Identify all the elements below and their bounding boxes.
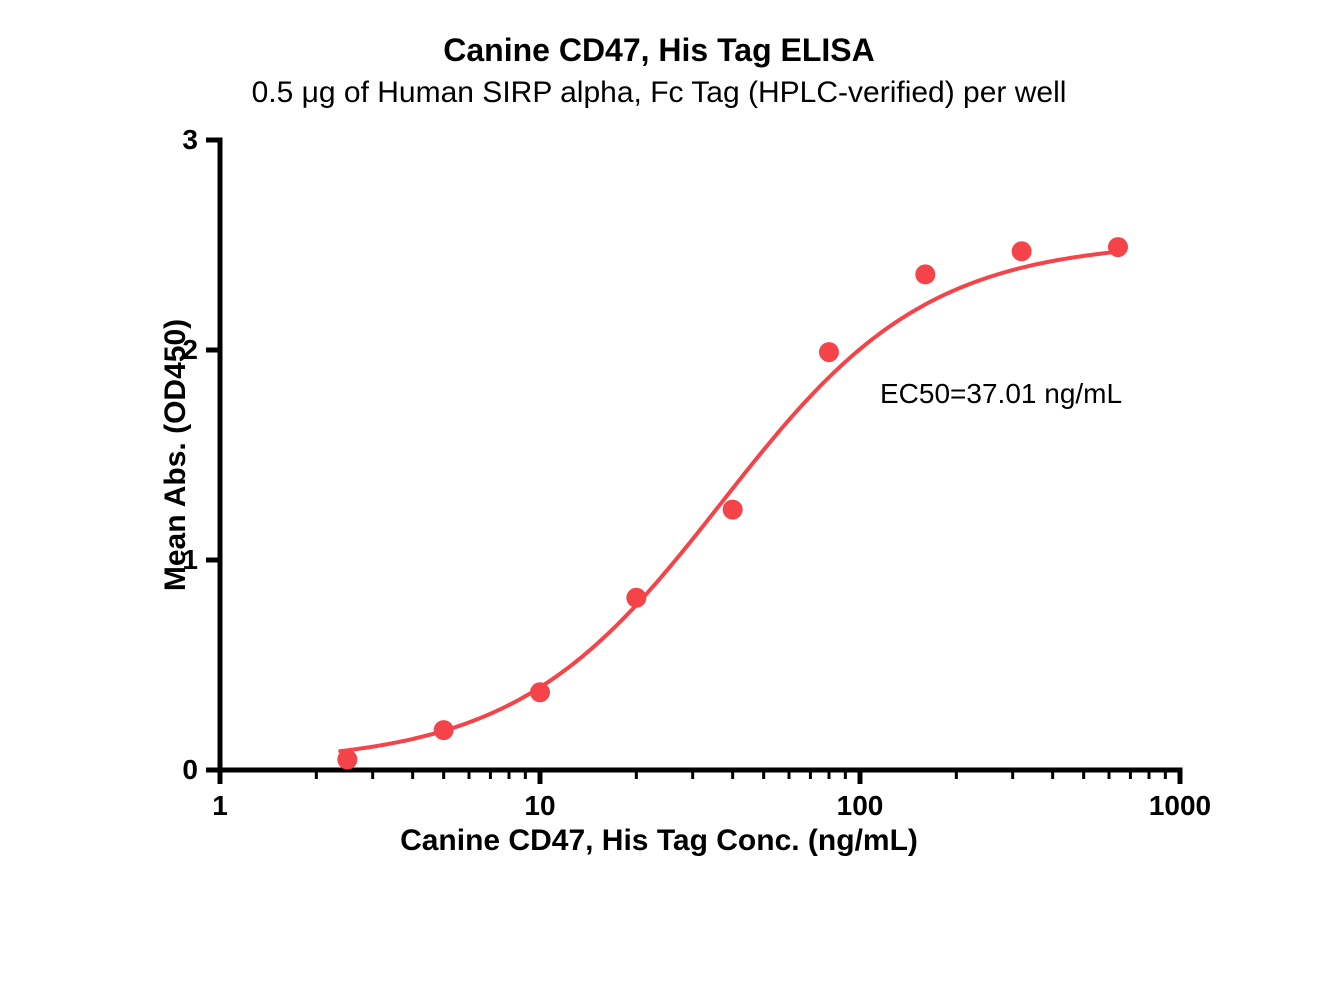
- x-tick-label: 1000: [1130, 790, 1230, 822]
- data-point: [337, 750, 357, 770]
- data-point: [819, 342, 839, 362]
- data-point: [530, 682, 550, 702]
- y-tick-label: 3: [182, 124, 198, 156]
- x-tick-label: 1: [170, 790, 270, 822]
- data-point: [1108, 237, 1128, 257]
- data-point: [723, 500, 743, 520]
- x-tick-label: 100: [810, 790, 910, 822]
- data-point: [626, 588, 646, 608]
- data-point: [1012, 241, 1032, 261]
- y-tick-label: 2: [182, 334, 198, 366]
- y-tick-label: 0: [182, 754, 198, 786]
- data-point: [915, 264, 935, 284]
- data-point: [434, 720, 454, 740]
- x-tick-label: 10: [490, 790, 590, 822]
- y-tick-label: 1: [182, 544, 198, 576]
- elisa-chart: Canine CD47, His Tag ELISA 0.5 μg of Hum…: [0, 0, 1318, 981]
